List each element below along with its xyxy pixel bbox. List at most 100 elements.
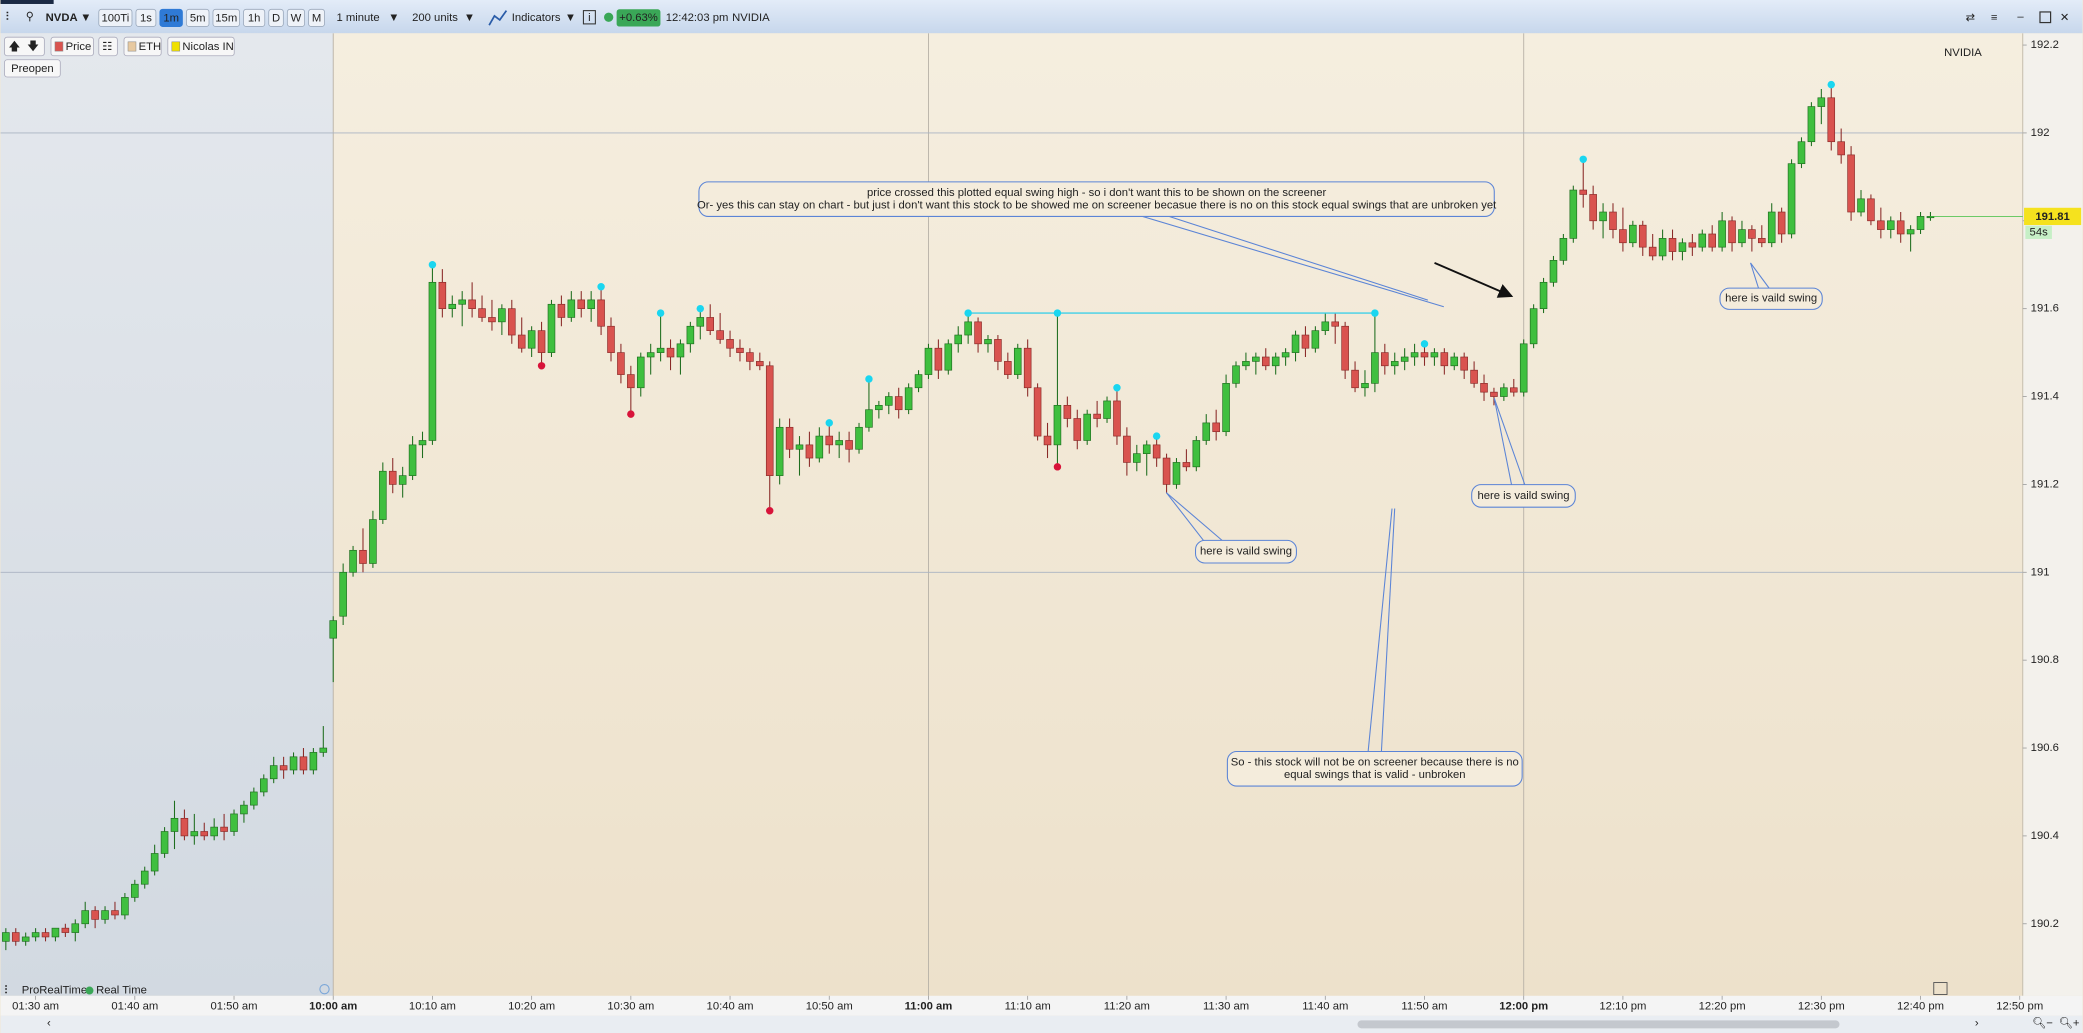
zoom-in[interactable]: 🔍︎+ [2059, 1017, 2080, 1030]
annotation-pointer [1493, 398, 1526, 485]
candle-body [1619, 229, 1627, 244]
candle-body [1589, 194, 1597, 222]
candle-body [230, 813, 238, 832]
period-button[interactable] [212, 8, 240, 27]
legend-item[interactable] [167, 36, 235, 57]
pin-icon[interactable]: ⚲ [26, 11, 34, 23]
period-button[interactable] [98, 8, 133, 27]
legend-label[interactable]: Price [66, 41, 92, 53]
info-button[interactable] [582, 10, 596, 25]
candle-body [1886, 220, 1895, 230]
list-icon[interactable]: ☷ [102, 41, 112, 53]
candle-body [1490, 391, 1498, 397]
swing-high [597, 282, 605, 291]
toolbar-accent [0, 0, 54, 4]
candle-body [309, 752, 318, 771]
settings-icon[interactable] [319, 984, 330, 995]
dropdown[interactable]: ▼ [464, 12, 475, 24]
candle-body [597, 299, 605, 327]
candle-body [1718, 220, 1726, 248]
candle-body [855, 426, 863, 450]
candle-body [1857, 198, 1865, 213]
candle-body [676, 343, 685, 358]
down-arrow[interactable]: 🡇 [27, 41, 39, 53]
scroll-right[interactable]: › [1975, 1018, 1979, 1030]
candle-body [508, 308, 516, 336]
annotation-pointer [1168, 215, 1429, 301]
period-label[interactable]: 100Ti [102, 12, 130, 24]
session-box[interactable] [4, 59, 61, 78]
candle-body [240, 804, 248, 815]
candle-body [1837, 141, 1845, 156]
candle-body [914, 374, 923, 389]
period-label[interactable]: 1m [163, 12, 179, 24]
realtime: Real Time [96, 984, 147, 996]
period-label[interactable]: 1h [248, 12, 261, 24]
period-label[interactable]: 5m [190, 12, 206, 24]
swing-high [1152, 432, 1161, 440]
maximize[interactable] [2039, 11, 2052, 24]
period-button[interactable] [159, 8, 183, 27]
info-button[interactable] [1933, 982, 1948, 995]
minimize[interactable]: – [2017, 11, 2024, 23]
period-button[interactable] [135, 8, 157, 27]
sync-icon[interactable]: ⇄ [1966, 12, 1976, 24]
candle-body [1668, 238, 1677, 252]
period-label[interactable]: D [272, 12, 280, 24]
candle-body [1767, 211, 1776, 244]
period-button[interactable] [243, 8, 266, 27]
dropdown[interactable]: ▼ [80, 12, 91, 24]
scrollbar[interactable] [1357, 1020, 1840, 1029]
legend-label[interactable]: ETH [139, 41, 162, 53]
period-label[interactable]: 1s [140, 12, 152, 24]
units[interactable]: 200 units [412, 12, 458, 24]
legend-label[interactable]: Nicolas IN [182, 41, 233, 53]
zoom-out[interactable]: 🔍︎− [2032, 1017, 2053, 1030]
symbol[interactable]: NVDA [46, 12, 78, 24]
legend-swatch [171, 41, 181, 52]
legend-swatch [54, 41, 64, 52]
swing-high [825, 419, 833, 427]
swing-high [1371, 309, 1379, 317]
candle-body [1440, 352, 1449, 367]
change: +0.63% [619, 12, 658, 24]
list-button[interactable] [98, 36, 118, 57]
candle-body [1430, 352, 1439, 358]
candle-body [170, 817, 179, 832]
indicator-icon[interactable] [488, 10, 508, 26]
candle-body [1877, 220, 1885, 230]
candle-body [71, 923, 80, 933]
y-tick-label: 191.6 [2031, 303, 2059, 315]
candle-body [1301, 334, 1310, 349]
close[interactable]: ✕ [2060, 12, 2069, 24]
app-logo[interactable]: ⫶ [6, 11, 9, 23]
period-label[interactable]: 15m [215, 12, 237, 24]
menu-icon[interactable]: ≡ [1991, 12, 1998, 24]
candle-body [1629, 224, 1637, 244]
timeframe[interactable]: 1 minute [336, 12, 379, 24]
period-button[interactable] [186, 8, 210, 27]
scroll-left[interactable]: ‹ [47, 1018, 51, 1030]
up-arrow[interactable]: 🡅 [9, 40, 21, 53]
annotation-box [1194, 539, 1297, 564]
period-label[interactable]: M [312, 12, 321, 24]
candle-body [1242, 361, 1250, 367]
period-button[interactable] [268, 8, 284, 27]
dropdown[interactable]: ▼ [565, 12, 576, 24]
candle-body [1142, 444, 1151, 454]
candle-body [140, 870, 149, 885]
period-button[interactable] [308, 8, 325, 27]
period-button[interactable] [286, 8, 305, 27]
candle-body [1847, 154, 1855, 213]
period-label[interactable]: W [291, 12, 302, 24]
annotation-pointer [1142, 215, 1444, 308]
indicators[interactable]: Indicators [512, 12, 561, 24]
arrow-buttons[interactable] [4, 36, 45, 57]
last-price-label: 191.81 [2035, 211, 2069, 223]
info-icon[interactable]: i [588, 12, 591, 24]
candle-body [1271, 356, 1280, 367]
candle-body [1222, 383, 1230, 433]
candle-body [369, 519, 377, 564]
dropdown[interactable]: ▼ [388, 12, 399, 24]
